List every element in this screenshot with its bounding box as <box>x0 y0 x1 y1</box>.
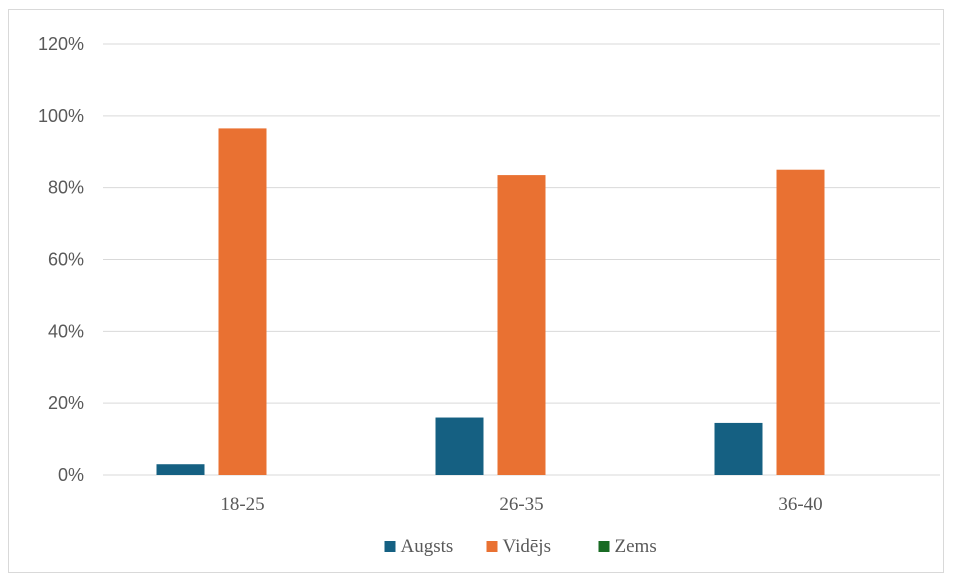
y-tick-label: 80% <box>48 178 84 198</box>
bar-vidējs-18-25 <box>218 128 267 475</box>
bar-augsts-36-40 <box>714 422 763 475</box>
legend-label-zems: Zems <box>615 536 657 557</box>
y-tick-label: 20% <box>48 393 84 413</box>
y-tick-label: 60% <box>48 250 84 270</box>
y-tick-label: 0% <box>58 465 84 485</box>
y-tick-label: 120% <box>38 34 84 54</box>
x-axis: 18-25 26-35 36-40 <box>220 494 822 515</box>
x-tick-label: 26-35 <box>499 494 543 515</box>
x-tick-label: 36-40 <box>778 494 822 515</box>
legend-swatch-zems <box>598 541 610 552</box>
bar-vidējs-26-35 <box>497 175 546 476</box>
legend-swatch-augsts <box>384 541 396 552</box>
x-tick-label: 18-25 <box>220 494 264 515</box>
bar-augsts-18-25 <box>156 464 205 475</box>
y-tick-label: 40% <box>48 321 84 341</box>
y-tick-label: 100% <box>38 106 84 126</box>
legend-label-vidējs: Vidējs <box>503 536 551 557</box>
bars <box>156 128 825 476</box>
bar-vidējs-36-40 <box>776 169 825 476</box>
legend-swatch-vidējs <box>486 541 498 552</box>
legend: Augsts Vidējs Zems <box>384 536 657 557</box>
chart-frame <box>8 9 944 573</box>
bar-augsts-26-35 <box>435 417 484 475</box>
legend-label-augsts: Augsts <box>401 536 454 557</box>
y-axis: 0% 20% 40% 60% 80% 100% 120% <box>38 34 84 485</box>
